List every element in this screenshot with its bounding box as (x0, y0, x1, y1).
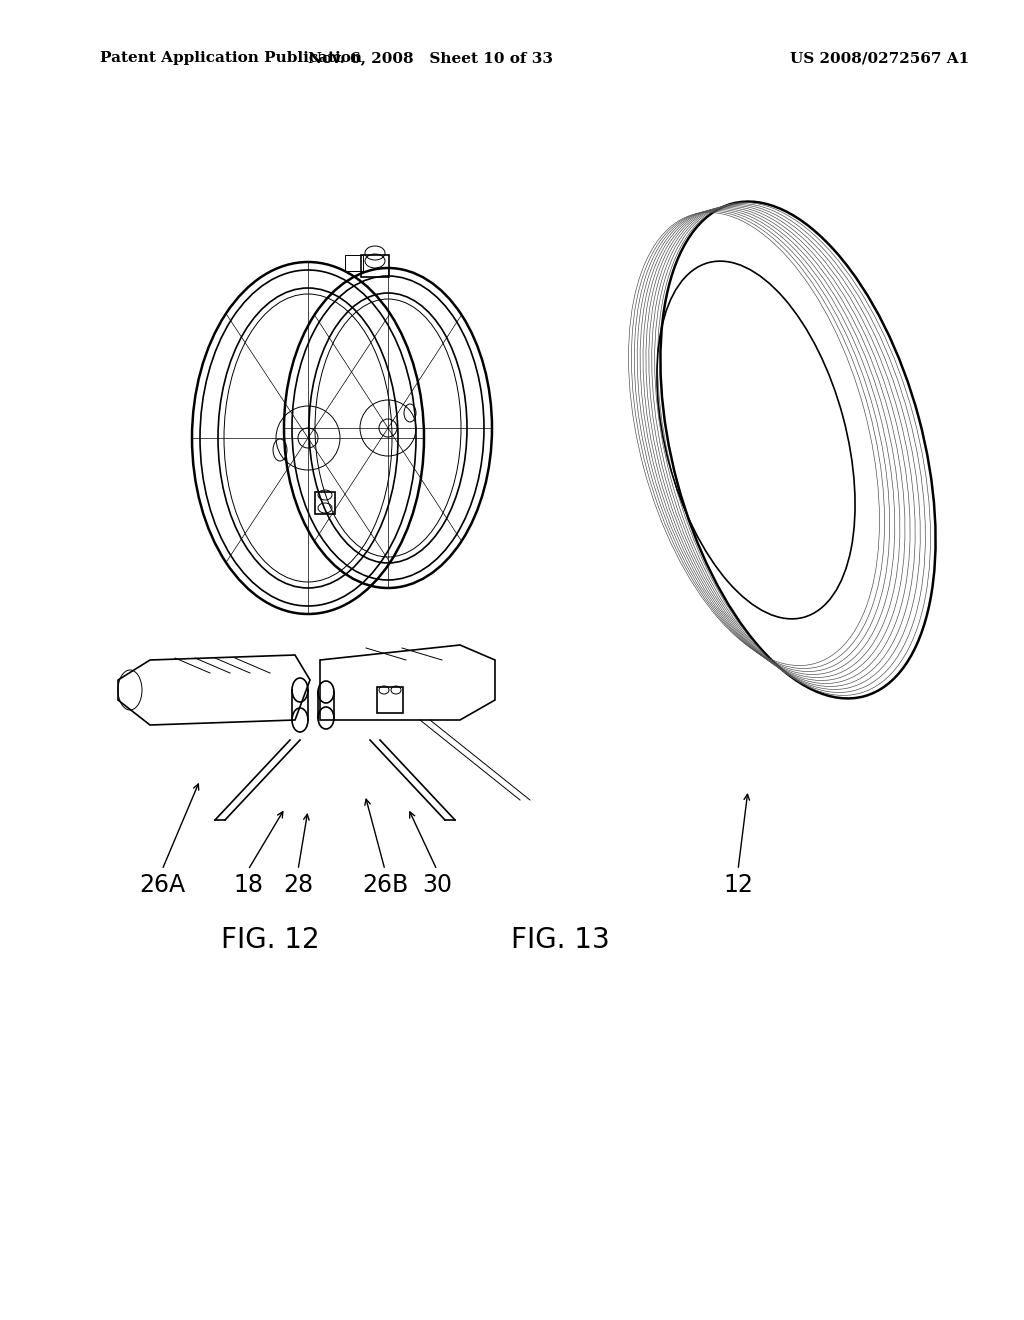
Text: 28: 28 (283, 873, 313, 898)
Text: 26A: 26A (139, 873, 185, 898)
Text: 30: 30 (422, 873, 452, 898)
Text: 12: 12 (723, 873, 753, 898)
Text: 18: 18 (233, 873, 263, 898)
Text: US 2008/0272567 A1: US 2008/0272567 A1 (791, 51, 970, 65)
Text: FIG. 13: FIG. 13 (511, 927, 609, 954)
Text: FIG. 12: FIG. 12 (221, 927, 319, 954)
Text: Nov. 6, 2008   Sheet 10 of 33: Nov. 6, 2008 Sheet 10 of 33 (307, 51, 553, 65)
Text: Patent Application Publication: Patent Application Publication (100, 51, 362, 65)
Text: 26B: 26B (361, 873, 409, 898)
